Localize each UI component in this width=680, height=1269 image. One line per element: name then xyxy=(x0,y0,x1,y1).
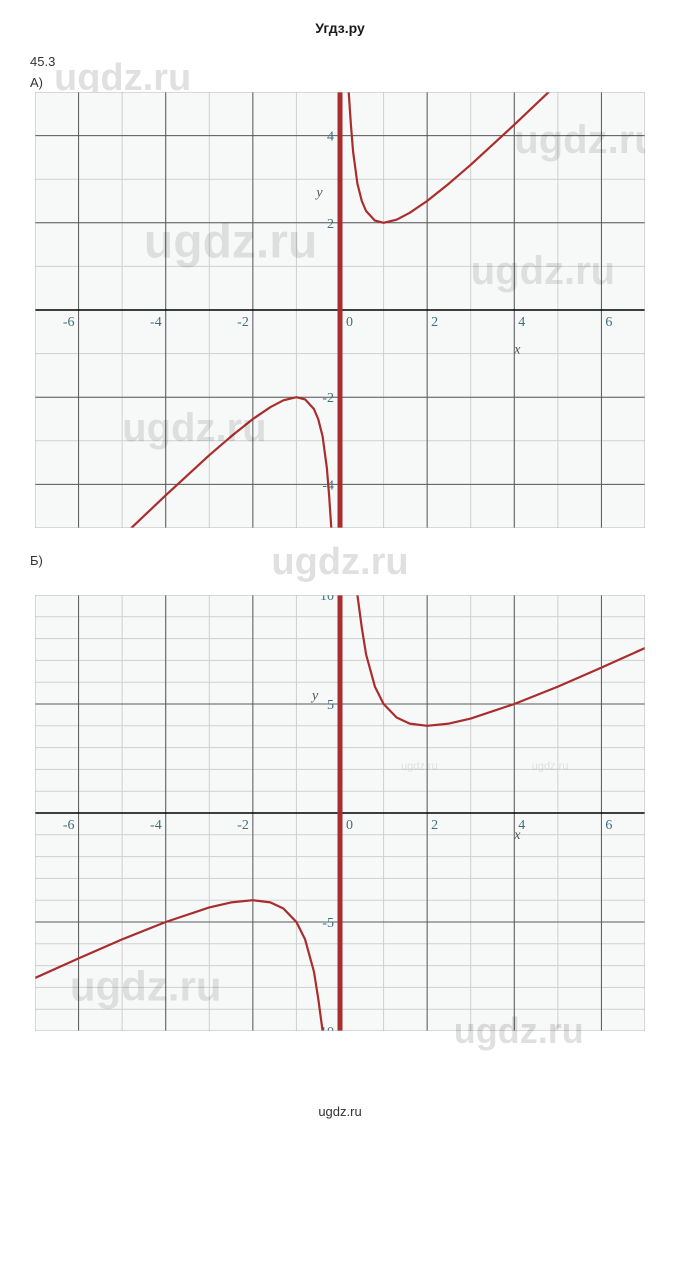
chart-a: -6-4-20246-4-224yxugdz.ruugdz.ruugdz.ruu… xyxy=(35,92,645,528)
page-footer: ugdz.ru xyxy=(24,1104,656,1119)
svg-text:ugdz.ru: ugdz.ru xyxy=(401,760,438,772)
chart-b: -6-4-20246-10-5510yxugdz.ruugdz.ruugdz.r… xyxy=(35,595,645,1031)
svg-text:y: y xyxy=(314,186,323,201)
footer-watermark-row: ugdz.ru xyxy=(24,1050,656,1090)
svg-text:ugdz.ru: ugdz.ru xyxy=(471,249,615,293)
svg-text:4: 4 xyxy=(518,315,525,330)
site-title: Угдз.ру xyxy=(315,20,365,36)
svg-text:-4: -4 xyxy=(150,818,162,833)
svg-text:5: 5 xyxy=(327,698,334,713)
svg-text:ugdz.ru: ugdz.ru xyxy=(70,962,222,1009)
subpart-b-label: Б) xyxy=(30,553,43,568)
svg-text:0: 0 xyxy=(346,818,353,833)
svg-text:-2: -2 xyxy=(322,391,334,406)
svg-text:-2: -2 xyxy=(237,818,249,833)
svg-text:6: 6 xyxy=(605,818,612,833)
svg-text:-4: -4 xyxy=(150,315,162,330)
watermark-big: ugdz.ru xyxy=(271,541,408,584)
svg-text:2: 2 xyxy=(431,315,438,330)
svg-text:ugdz.ru: ugdz.ru xyxy=(122,406,266,450)
svg-text:-5: -5 xyxy=(322,916,334,931)
svg-text:2: 2 xyxy=(431,818,438,833)
subpart-a-label: А) xyxy=(30,75,656,90)
chart-a-container: -6-4-20246-4-224yxugdz.ruugdz.ruugdz.ruu… xyxy=(35,92,645,533)
svg-text:6: 6 xyxy=(605,315,612,330)
svg-text:y: y xyxy=(310,689,319,704)
svg-text:ugdz.ru: ugdz.ru xyxy=(532,760,569,772)
svg-text:0: 0 xyxy=(346,315,353,330)
svg-text:-6: -6 xyxy=(63,315,75,330)
svg-text:ugdz.ru: ugdz.ru xyxy=(514,118,645,162)
exercise-number: 45.3 xyxy=(30,54,656,69)
svg-text:ugdz.ru: ugdz.ru xyxy=(144,216,317,269)
page: Угдз.ру 45.3 А) ugdz.ru -6 -4 -2 0 2 4 6 -4 -2 2 4… xyxy=(0,0,680,1149)
svg-text:-10: -10 xyxy=(315,1025,334,1031)
svg-text:x: x xyxy=(513,828,521,843)
svg-text:2: 2 xyxy=(327,217,334,232)
svg-text:-6: -6 xyxy=(63,818,75,833)
svg-text:x: x xyxy=(513,343,521,358)
svg-text:10: 10 xyxy=(320,595,334,604)
page-header: Угдз.ру xyxy=(24,20,656,36)
svg-text:-2: -2 xyxy=(237,315,249,330)
chart-b-container: -6-4-20246-10-5510yxugdz.ruugdz.ruugdz.r… xyxy=(35,595,645,1036)
svg-text:4: 4 xyxy=(327,130,334,145)
